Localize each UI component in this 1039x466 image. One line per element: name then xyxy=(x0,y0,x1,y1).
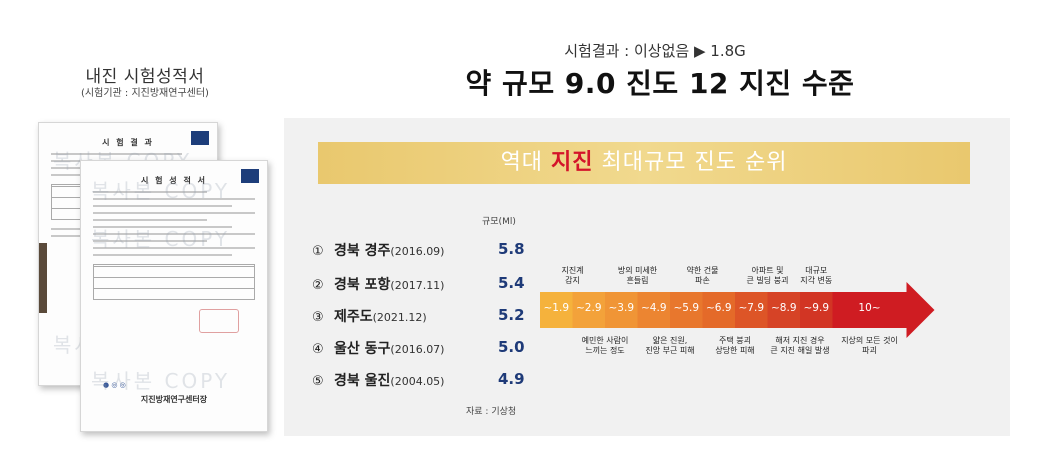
document-title: 시 험 결 과 xyxy=(102,138,154,147)
document-emblem xyxy=(241,169,259,183)
rank-row: ⑤ 경북 울진(2004.05) 4.9 xyxy=(312,370,525,389)
signature-stamp xyxy=(199,309,239,333)
document-emblem xyxy=(191,131,209,145)
scale-segment xyxy=(605,292,638,328)
test-certificate-document: 시 험 성 적 서 ● ◎ ◎ 지진방재연구센터장 복사본 COPY 복사본 C… xyxy=(80,160,268,432)
scale-segment xyxy=(800,292,833,328)
scale-segment xyxy=(832,292,907,328)
scale-top-label: 방의 미세한 흔들림 xyxy=(617,266,658,285)
magnitude-value: 5.0 xyxy=(498,338,525,356)
scale-top-label: 약한 건물 파손 xyxy=(686,266,719,285)
rank-row: ④ 울산 동구(2016.07) 5.0 xyxy=(312,338,525,357)
institution-logos: ● ◎ ◎ xyxy=(103,381,126,389)
scale-segment-label: ~1.9 xyxy=(543,302,570,314)
watermark: 복사본 COPY xyxy=(91,369,231,393)
watermark: 복사본 COPY xyxy=(91,227,231,251)
scale-segment xyxy=(540,292,573,328)
ranking-banner xyxy=(318,142,970,184)
scale-segment-label: 10~ xyxy=(858,302,881,314)
scale-segment xyxy=(637,292,671,328)
scale-segment-label: ~8.9 xyxy=(771,302,797,314)
document-photo-strip xyxy=(39,243,47,313)
document-table xyxy=(93,264,255,300)
banner-highlight: 지진 xyxy=(551,150,594,175)
scale-top-label: 대규모 지각 변동 xyxy=(800,266,833,285)
scale-segment xyxy=(767,292,801,328)
watermark: 복사본 COPY xyxy=(91,179,231,203)
test-result-line: 시험결과 : 이상없음 ▶ 1.8G xyxy=(564,42,746,60)
ranking-banner-title: 역대 지진 최대규모 진도 순위 xyxy=(500,150,788,175)
magnitude-value: 5.2 xyxy=(498,306,525,324)
scale-bottom-label: 예민한 사람이 느끼는 정도 xyxy=(581,336,629,355)
data-source: 자료 : 기상청 xyxy=(466,407,517,417)
scale-segment-label: ~9.9 xyxy=(803,302,830,314)
certificate-title: 내진 시험성적서 xyxy=(85,67,205,87)
arrow-head xyxy=(906,282,935,338)
scale-segment-label: ~6.9 xyxy=(706,302,732,314)
document-title: 시 험 성 적 서 xyxy=(141,176,207,185)
rank-row: ① 경북 경주(2016.09) 5.8 xyxy=(312,240,525,259)
scale-bottom-label: 주택 붕괴 상당한 피해 xyxy=(715,336,755,355)
scale-segment xyxy=(735,292,768,328)
scale-top-label: 지진계 감지 xyxy=(561,266,584,285)
scale-bottom-label: 지상의 모든 것이 파괴 xyxy=(841,336,898,355)
magnitude-value: 4.9 xyxy=(498,370,525,388)
rank-row: ② 경북 포항(2017.11) 5.4 xyxy=(312,274,525,293)
certificate-subtitle: (시험기관 : 지진방재연구센터) xyxy=(81,88,209,99)
scale-segment xyxy=(572,292,606,328)
scale-segment-label: ~3.9 xyxy=(608,302,635,314)
scale-segment xyxy=(670,292,703,328)
magnitude-header: 규모(Ml) xyxy=(482,217,516,227)
scale-bottom-label: 얇은 진원, 진앙 부근 피해 xyxy=(645,336,695,355)
magnitude-scale-arrow xyxy=(540,282,935,338)
headline: 약 규모 9.0 진도 12 지진 수준 xyxy=(465,67,855,100)
magnitude-value: 5.8 xyxy=(498,240,525,258)
scale-segment-label: ~2.9 xyxy=(576,302,602,314)
rank-row: ③ 제주도(2021.12) 5.2 xyxy=(312,306,525,325)
scale-segment xyxy=(702,292,736,328)
scale-segment-label: ~5.9 xyxy=(673,302,700,314)
magnitude-value: 5.4 xyxy=(498,274,525,292)
scale-bottom-label: 해저 지진 경우 큰 지진 해일 발생 xyxy=(770,336,830,355)
document-footer: 지진방재연구센터장 xyxy=(140,395,208,404)
scale-segment-label: ~4.9 xyxy=(641,302,667,314)
scale-segment-label: ~7.9 xyxy=(738,302,765,314)
